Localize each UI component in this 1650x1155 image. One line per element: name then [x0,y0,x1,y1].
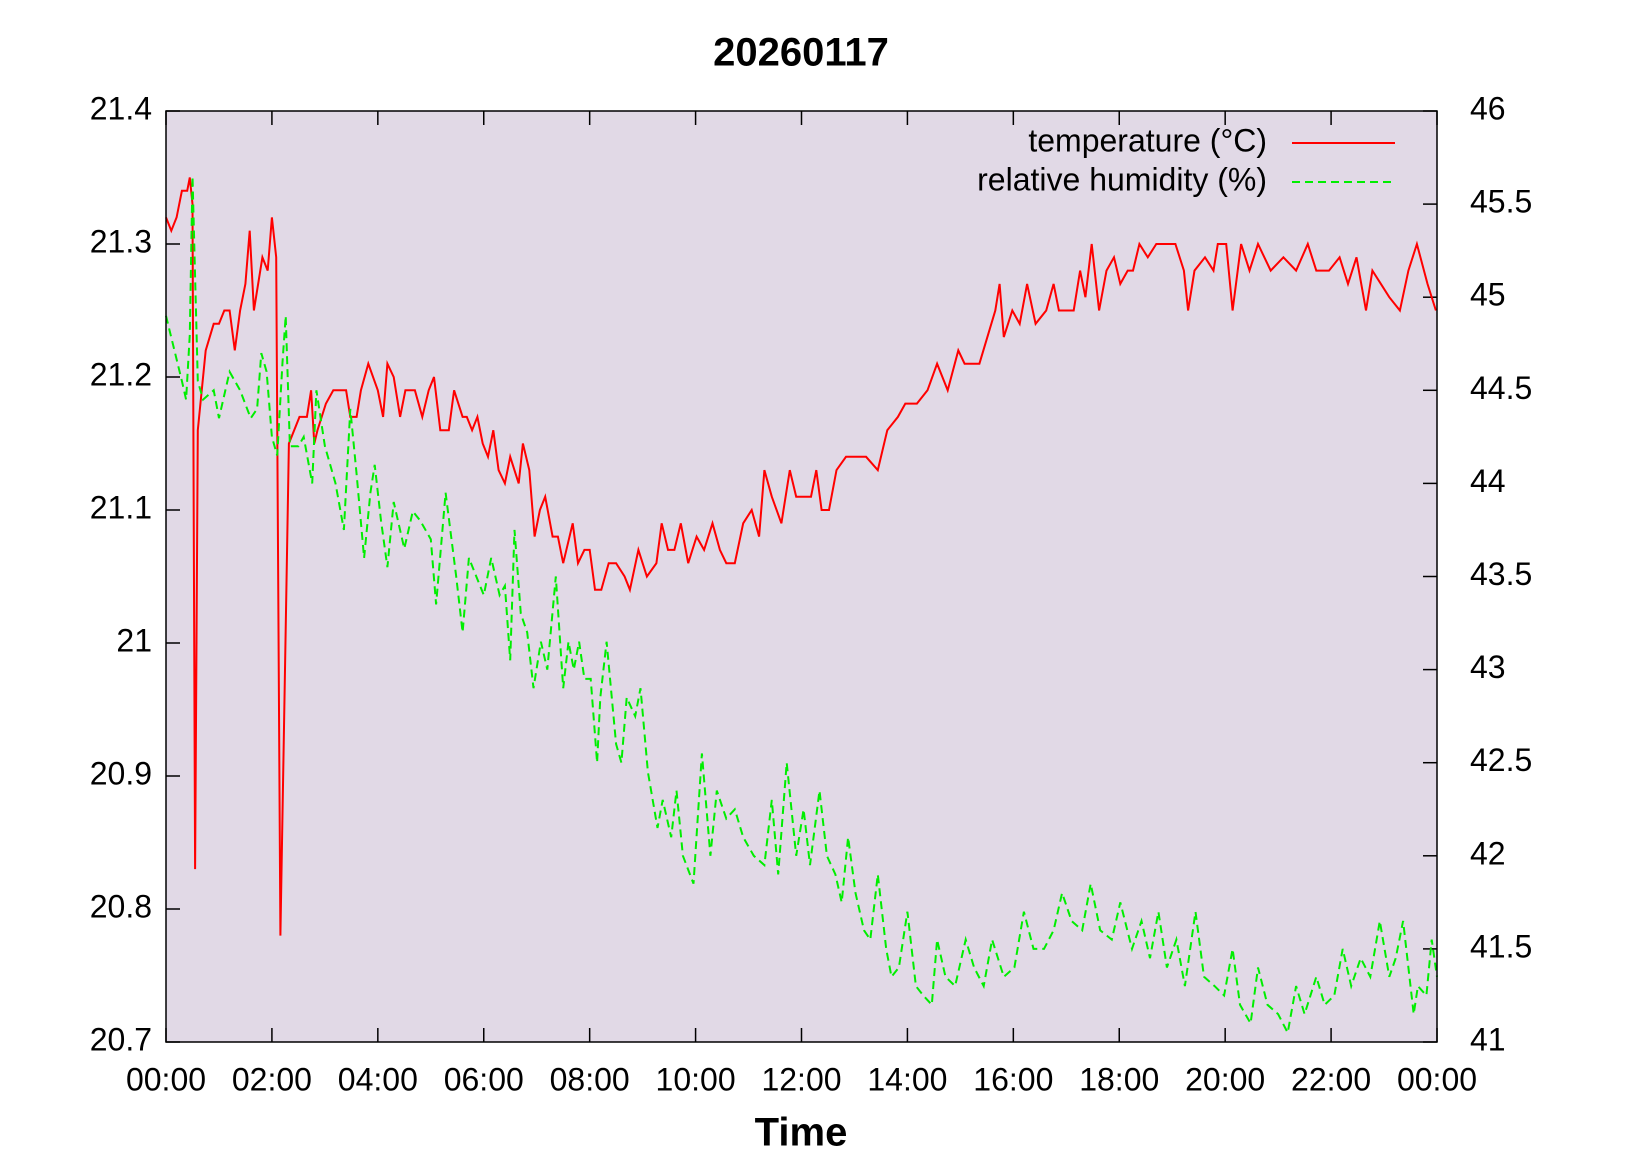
y-tick-label: 21.2 [90,356,152,392]
y-tick-label: 21.3 [90,223,152,259]
x-tick-label: 10:00 [656,1061,736,1097]
series-line [165,176,1438,1036]
x-tick-label: 00:00 [1397,1061,1477,1097]
series-line [165,177,1437,936]
y2-tick-label: 45.5 [1470,184,1532,220]
x-tick-label: 04:00 [338,1061,418,1097]
x-tick-label: 16:00 [973,1061,1053,1097]
x-tick-label: 18:00 [1079,1061,1159,1097]
legend-label: relative humidity (%) [977,161,1267,197]
y2-tick-label: 41 [1470,1021,1506,1057]
y2-tick-label: 44.5 [1470,370,1532,406]
y2-tick-label: 42.5 [1470,742,1532,778]
x-tick-label: 14:00 [867,1061,947,1097]
x-tick-label: 06:00 [444,1061,524,1097]
x-tick-label: 02:00 [232,1061,312,1097]
y-tick-label: 21 [116,622,152,658]
y-tick-label: 20.7 [90,1021,152,1057]
y2-tick-label: 42 [1470,835,1506,871]
x-tick-label: 20:00 [1185,1061,1265,1097]
y-tick-label: 21.1 [90,489,152,525]
y2-tick-label: 41.5 [1470,928,1532,964]
y-tick-label: 20.9 [90,755,152,791]
chart-title: 20260117 [713,31,889,75]
plot-background [166,111,1437,1042]
x-tick-label: 12:00 [761,1061,841,1097]
y-tick-label: 20.8 [90,888,152,924]
y2-tick-label: 43 [1470,649,1506,685]
y-tick-label: 21.4 [90,90,152,126]
plot-border [165,110,1438,1043]
x-tick-label: 22:00 [1291,1061,1371,1097]
x-tick-label: 08:00 [550,1061,630,1097]
y2-tick-label: 45 [1470,277,1506,313]
x-tick-label: 00:00 [126,1061,206,1097]
y2-tick-label: 46 [1470,90,1506,126]
y2-tick-label: 44 [1470,463,1506,499]
legend-label: temperature (°C) [1028,122,1267,158]
x-axis-title: Time [755,1111,848,1155]
y2-tick-label: 43.5 [1470,556,1532,592]
